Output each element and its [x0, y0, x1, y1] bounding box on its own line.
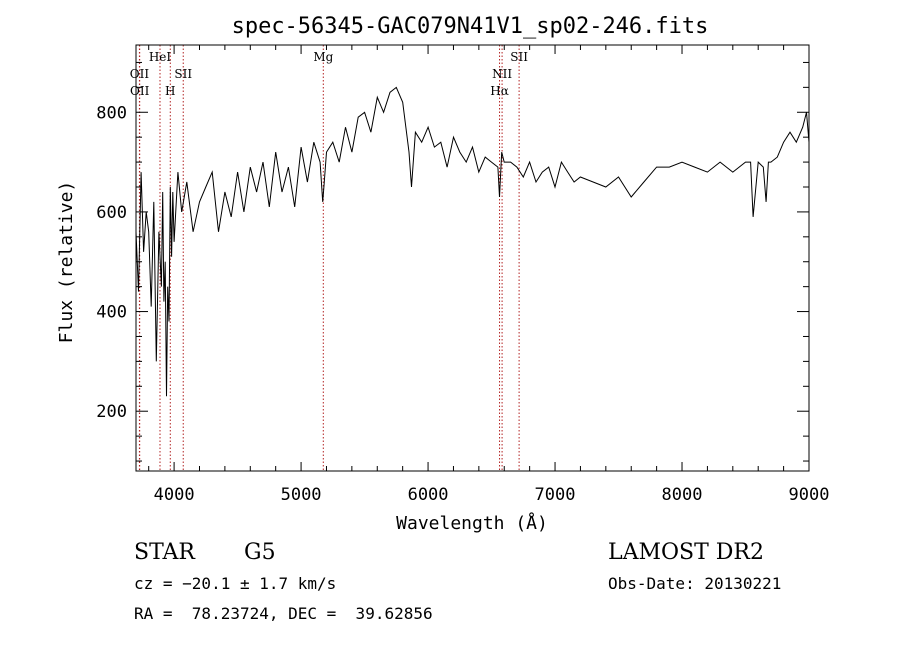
annotation-label: H	[165, 84, 175, 98]
survey-name: LAMOST DR2	[608, 540, 764, 565]
annotation-label: SII	[174, 67, 192, 81]
annotation-label: SII	[510, 50, 528, 64]
annotation-label: Hα	[490, 84, 509, 98]
annotation-label: OII	[130, 84, 150, 98]
x-tick-label: 9000	[789, 485, 830, 505]
x-tick-label: 5000	[281, 485, 322, 505]
x-axis-label: Wavelength (Å)	[396, 512, 548, 534]
spectrum-line	[135, 86, 810, 397]
coordinates: RA = 78.23724, DEC = 39.62856	[134, 604, 433, 623]
x-tick-label: 4000	[154, 485, 195, 505]
y-tick-label: 400	[96, 303, 127, 323]
spectral-class: G5	[244, 540, 276, 565]
y-axis-label: Flux (relative)	[56, 181, 77, 344]
x-tick-label: 7000	[535, 485, 576, 505]
annotation-label: OII	[130, 67, 150, 81]
y-axis: 200 400 600 800	[96, 61, 809, 462]
annotation-label: HeI	[149, 50, 172, 64]
x-tick-label: 6000	[408, 485, 449, 505]
redshift-velocity: cz = −20.1 ± 1.7 km/s	[134, 574, 337, 593]
x-axis: 4000 5000 6000 7000 8000 9000	[148, 45, 830, 505]
y-tick-label: 800	[96, 103, 127, 123]
plot-frame	[135, 44, 810, 472]
y-tick-label: 200	[96, 402, 127, 422]
chart-title: spec-56345-GAC079N41V1_sp02-246.fits	[232, 14, 709, 39]
object-type: STAR	[134, 540, 195, 565]
observation-date: Obs-Date: 20130221	[608, 574, 782, 593]
annotation-label: NII	[492, 67, 512, 81]
annotation-label: Mg	[313, 50, 333, 64]
x-tick-label: 8000	[662, 485, 703, 505]
annotation-lines	[138, 45, 520, 471]
y-tick-label: 600	[96, 203, 127, 223]
annotation-labels: OII OII HeI H SII Mg NII Hα SII	[130, 50, 528, 98]
